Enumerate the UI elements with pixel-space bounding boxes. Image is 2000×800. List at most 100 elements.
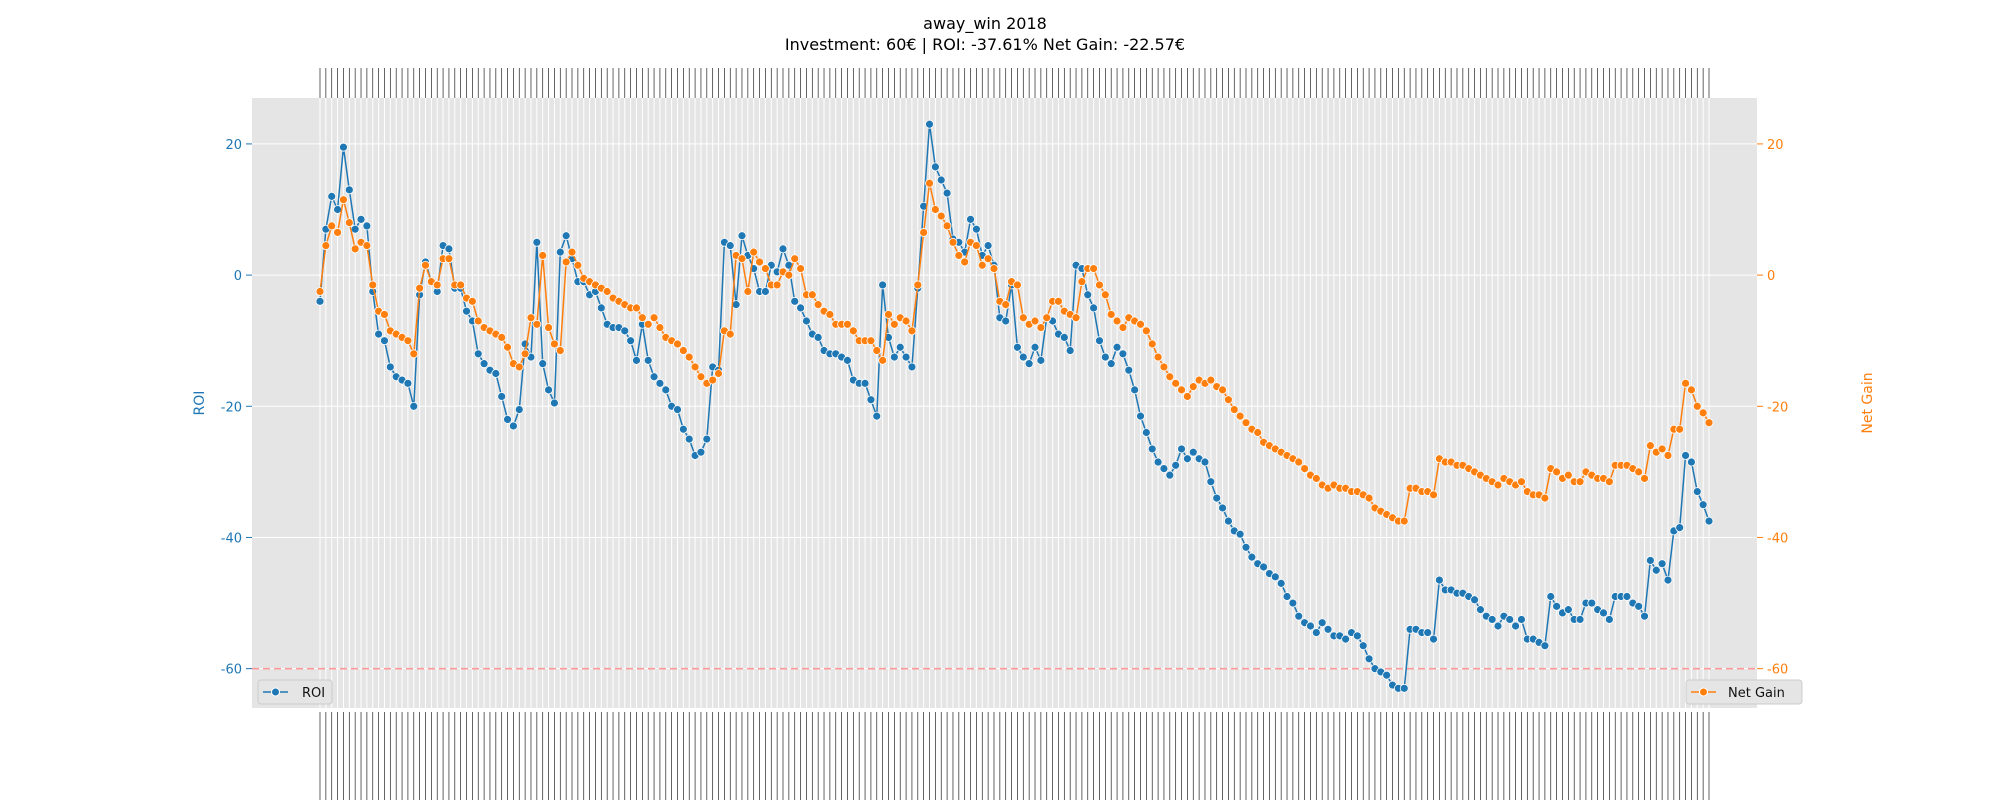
roi-point [503,414,512,424]
net-gain-point [866,336,876,346]
roi-point [1487,615,1497,624]
roi-point [1118,349,1128,359]
net-gain-point [403,336,413,346]
roi-point [538,359,548,369]
net-gain-axis-label: Net Gain [1860,372,1876,433]
roi-point [1100,352,1110,362]
net-gain-point [1054,296,1063,306]
net-gain-point [637,313,647,323]
net-gain-point [1147,339,1157,349]
roi-point [1317,618,1327,628]
net-gain-point [1218,385,1227,395]
roi-point [479,359,489,369]
top-category-ticks [319,68,1710,98]
net-gain-point [1077,277,1087,287]
net-gain-point [930,205,940,214]
roi-tick-label: -60 [221,663,242,678]
net-gain-point [538,251,548,260]
legend-net-gain: Net Gain [1685,679,1803,705]
roi-tick-label: -40 [221,531,242,546]
net-gain-point [1141,326,1151,336]
roi-point [514,405,524,414]
net-gain-point [884,310,893,319]
roi-point [1241,542,1251,552]
roi-point [544,385,553,395]
net-gain-point [1552,467,1562,477]
roi-point [1306,621,1315,631]
roi-point [1505,615,1515,624]
roi-point [790,296,800,306]
roi-point [1024,359,1034,369]
roi-point [385,362,395,372]
roi-point [1130,385,1140,395]
net-gain-point [784,270,794,280]
net-gain-point [673,339,682,349]
roi-point [1165,470,1175,480]
net-gain-point [714,369,723,378]
roi-point [678,424,688,434]
roi-point [473,349,483,359]
roi-point [1206,477,1216,487]
net-gain-point [790,254,800,264]
net-gain-point [1106,310,1116,319]
roi-point [702,434,712,444]
roi-point [889,352,899,362]
net-gain-point [1188,382,1198,392]
roi-point [1546,592,1556,601]
net-gain-point [954,251,964,260]
roi-point [1188,447,1198,457]
net-gain-tick-label: -40 [1767,531,1788,546]
net-gain-point [421,260,430,270]
roi-point [1083,290,1093,300]
net-gain-point [878,355,888,365]
roi-point [843,355,852,365]
net-gain-point [1013,280,1022,290]
roi-line [319,124,1710,690]
roi-point [620,326,630,336]
net-gain-point [1229,405,1239,414]
chart-subtitle: Investment: 60€ | ROI: -37.61% Net Gain:… [785,35,1185,54]
roi-point [327,191,337,201]
net-gain-point [1429,490,1438,500]
roi-point [983,241,993,250]
roi-point [356,214,366,224]
roi-point [936,175,946,185]
net-gain-point [690,362,700,372]
net-gain-point [1698,408,1708,418]
roi-point [1001,316,1011,326]
roi-point [1358,641,1368,651]
net-gain-point [362,241,372,250]
roi-point [1288,598,1298,608]
roi-point [1517,615,1526,624]
roi-point [409,401,419,411]
net-gain-point [544,323,553,332]
roi-point [362,221,372,231]
net-gain-point [339,195,348,205]
net-gain-point [960,257,970,267]
net-gain-point [456,280,466,290]
roi-point [1018,352,1028,362]
vertical-grid [319,98,1710,708]
net-gain-point [1153,352,1163,362]
net-gain-point [1364,493,1374,503]
net-gain-point [350,244,360,254]
roi-point [673,405,682,414]
roi-point [1663,575,1673,585]
net-gain-point [1136,319,1145,329]
net-gain-point [942,221,952,231]
net-gain-point [848,326,858,336]
net-gain-point [1253,428,1263,437]
net-gain-point [1687,385,1696,395]
net-gain-point [1171,378,1181,388]
net-gain-point [1036,323,1046,332]
roi-point [1106,359,1116,369]
roi-point [462,306,471,316]
net-gain-point [696,372,706,382]
roi-point [350,224,360,234]
net-gain-point [1675,424,1685,434]
roi-point [860,378,870,388]
roi-point [1634,601,1644,611]
roi-point [333,205,342,214]
net-gain-point [1118,323,1128,332]
roi-point [1651,565,1661,575]
